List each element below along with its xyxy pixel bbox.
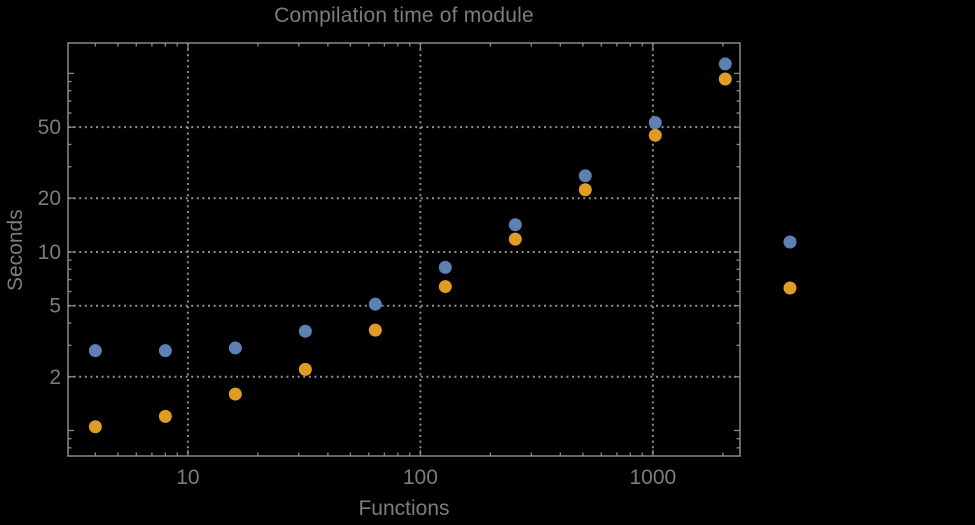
legend-orange-series-marker — [783, 281, 797, 295]
data-point-orange-series — [438, 280, 452, 294]
y-tick-label: 20 — [38, 187, 61, 210]
data-point-orange-series — [368, 323, 382, 337]
data-point-blue-series — [88, 344, 102, 358]
y-tick-label: 5 — [49, 295, 61, 318]
data-point-blue-series — [718, 57, 732, 71]
y-tick-label: 2 — [49, 366, 61, 389]
data-point-orange-series — [508, 232, 522, 246]
y-tick-label: 50 — [38, 116, 61, 139]
x-tick-label: 1000 — [630, 466, 677, 489]
legend-blue-series-marker — [783, 235, 797, 249]
x-axis-label: Functions — [358, 497, 450, 520]
x-tick-label: 100 — [403, 466, 438, 489]
data-point-blue-series — [158, 344, 172, 358]
data-point-orange-series — [228, 387, 242, 401]
data-point-blue-series — [228, 341, 242, 355]
data-point-blue-series — [438, 260, 452, 274]
plot-title: Compilation time of module — [274, 4, 534, 27]
data-point-orange-series — [578, 183, 592, 197]
data-point-blue-series — [508, 218, 522, 232]
data-point-blue-series — [578, 169, 592, 183]
data-point-orange-series — [648, 128, 662, 142]
data-point-orange-series — [718, 72, 732, 86]
data-point-orange-series — [158, 409, 172, 423]
data-point-blue-series — [298, 324, 312, 338]
y-tick-label: 10 — [38, 241, 61, 264]
data-point-orange-series — [298, 362, 312, 376]
x-tick-label: 10 — [176, 466, 199, 489]
data-point-blue-series — [368, 297, 382, 311]
data-point-blue-series — [648, 116, 662, 130]
plot-frame — [67, 42, 741, 457]
data-point-orange-series — [88, 420, 102, 434]
